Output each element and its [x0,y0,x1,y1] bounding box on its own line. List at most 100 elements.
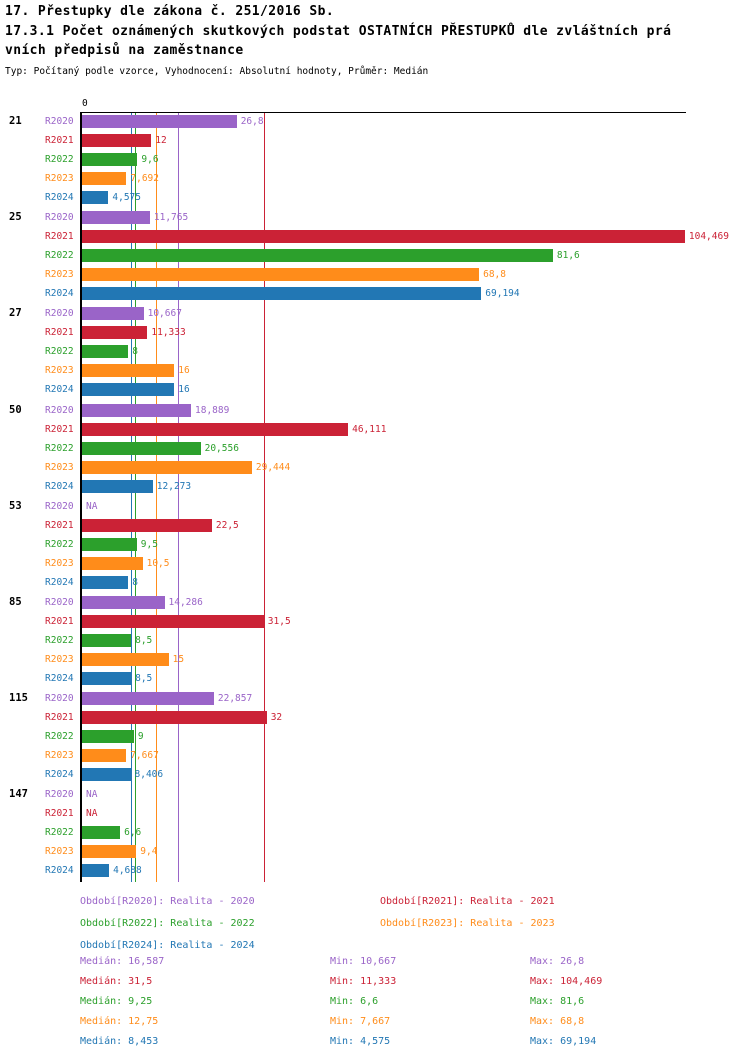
bar [82,249,553,263]
bar-value-label: 14,286 [168,597,203,608]
bar-year-label: R2023 [45,461,74,473]
bar-value-label: 16 [178,365,190,377]
bar-value-label: 8,5 [135,635,153,646]
bar-value-label: 7,692 [130,173,159,184]
bar [82,596,165,609]
bar-year-label: R2023 [45,846,74,858]
group-label: 25 [9,211,22,224]
bar-year-label: R2021 [45,519,74,531]
report-subtitle-line1: 17.3.1 Počet oznámených skutkových podst… [5,24,672,39]
stat-median-r2023: Medián: 12,75 [80,1016,159,1027]
bar [82,845,137,859]
bar [82,115,237,128]
bar-year-label: R2024 [45,192,74,203]
bar-value-label: 11,765 [153,212,189,224]
bar [82,537,137,551]
bar-year-label: R2020 [45,116,74,127]
bar-value-label: 32 [270,712,283,724]
bar [82,134,152,147]
bar-year-label: R2021 [45,135,74,146]
bar-value-label: 7,667 [130,750,159,762]
stat-max-r2024: Max: 69,194 [530,1036,597,1047]
group-label: 85 [9,596,22,608]
bar-value-label: 4,575 [112,192,141,203]
bar-value-label: 6,6 [124,827,142,839]
stat-max-r2020: Max: 26,8 [530,956,585,967]
median-line-r2022 [135,113,137,882]
bar-value-label: 29,444 [255,461,291,473]
bar [82,672,132,685]
bar-value-label: 46,111 [352,423,387,435]
legend-item-r2024: Období[R2024]: Realita - 2024 [80,940,255,951]
group-label: 53 [9,499,22,512]
bar [82,326,148,340]
bar-year-label: R2024 [45,480,74,492]
bar [82,634,132,647]
bar [82,383,175,397]
bar-value-label: 16 [178,384,190,396]
bar-value-label: 15 [172,654,185,665]
bar-value-label: 22,857 [217,693,253,705]
bar [82,479,153,493]
bar-year-label: R2021 [45,616,74,627]
median-line-r2023 [155,113,157,882]
bar-value-label: 31,5 [267,616,291,627]
stat-median-r2020: Medián: 16,587 [80,956,165,967]
stat-median-r2024: Medián: 8,453 [80,1036,159,1047]
bar-year-label: R2023 [45,750,74,762]
bar-year-label: R2022 [45,346,74,358]
group-label: 115 [9,692,28,705]
bar [82,211,150,225]
bar-value-label: 18,889 [195,404,230,416]
bar [82,749,127,763]
bar-year-label: R2023 [45,654,74,665]
stat-min-r2020: Min: 10,667 [330,956,397,967]
bar [82,653,169,666]
stat-min-r2023: Min: 7,667 [330,1016,391,1027]
legend-item-r2020: Období[R2020]: Realita - 2020 [80,896,255,907]
bar [82,441,201,455]
bar-year-label: R2021 [45,231,74,243]
bar-value-label: 10,5 [146,557,170,569]
stat-min-r2024: Min: 4,575 [330,1036,391,1047]
bar [82,556,143,570]
bar [82,692,214,706]
bar-year-label: R2022 [45,442,74,454]
bar [82,768,131,782]
bar-value-label: 12 [155,135,167,146]
stat-max-r2021: Max: 104,469 [530,976,603,987]
bar-value-label: 11,333 [151,327,186,339]
report-meta: Typ: Počítaný podle vzorce, Vyhodnocení:… [5,66,429,77]
bar [82,422,349,436]
bar-value-label: 68,8 [483,269,506,281]
median-line-r2020 [177,113,179,882]
bar-year-label: R2023 [45,557,74,569]
median-line-r2021 [263,113,265,882]
bar-value-label: 104,469 [688,231,729,243]
stat-median-r2021: Medián: 31,5 [80,976,153,987]
report-subtitle-line2: vních předpisů na zaměstnance [5,43,244,58]
bar-year-label: R2021 [45,808,74,820]
bar-year-label: R2020 [45,500,74,512]
stat-min-r2021: Min: 11,333 [330,976,397,987]
bar-value-label: 10,667 [147,308,182,320]
legend-item-r2022: Období[R2022]: Realita - 2022 [80,918,255,929]
bar-year-label: R2024 [45,673,74,684]
bar-year-label: R2024 [45,576,74,588]
bar-value-label: 26,8 [240,116,264,127]
stat-max-r2023: Max: 68,8 [530,1016,585,1027]
stat-min-r2022: Min: 6,6 [330,996,379,1007]
bar-year-label: R2021 [45,712,74,724]
legend-item-r2021: Období[R2021]: Realita - 2021 [380,896,555,907]
bar [82,230,685,244]
bar-value-label: 8,5 [135,673,153,684]
bar-year-label: R2024 [45,384,74,396]
bar-value-label: 8 [132,576,138,588]
bar-year-label: R2024 [45,288,74,300]
bar-value-label: 12,273 [156,480,192,492]
bar-year-label: R2024 [45,769,74,781]
bar-value-label: 22,5 [215,519,239,531]
bar-year-label: R2022 [45,538,74,550]
bar [82,575,129,589]
bar-year-label: R2020 [45,212,74,224]
